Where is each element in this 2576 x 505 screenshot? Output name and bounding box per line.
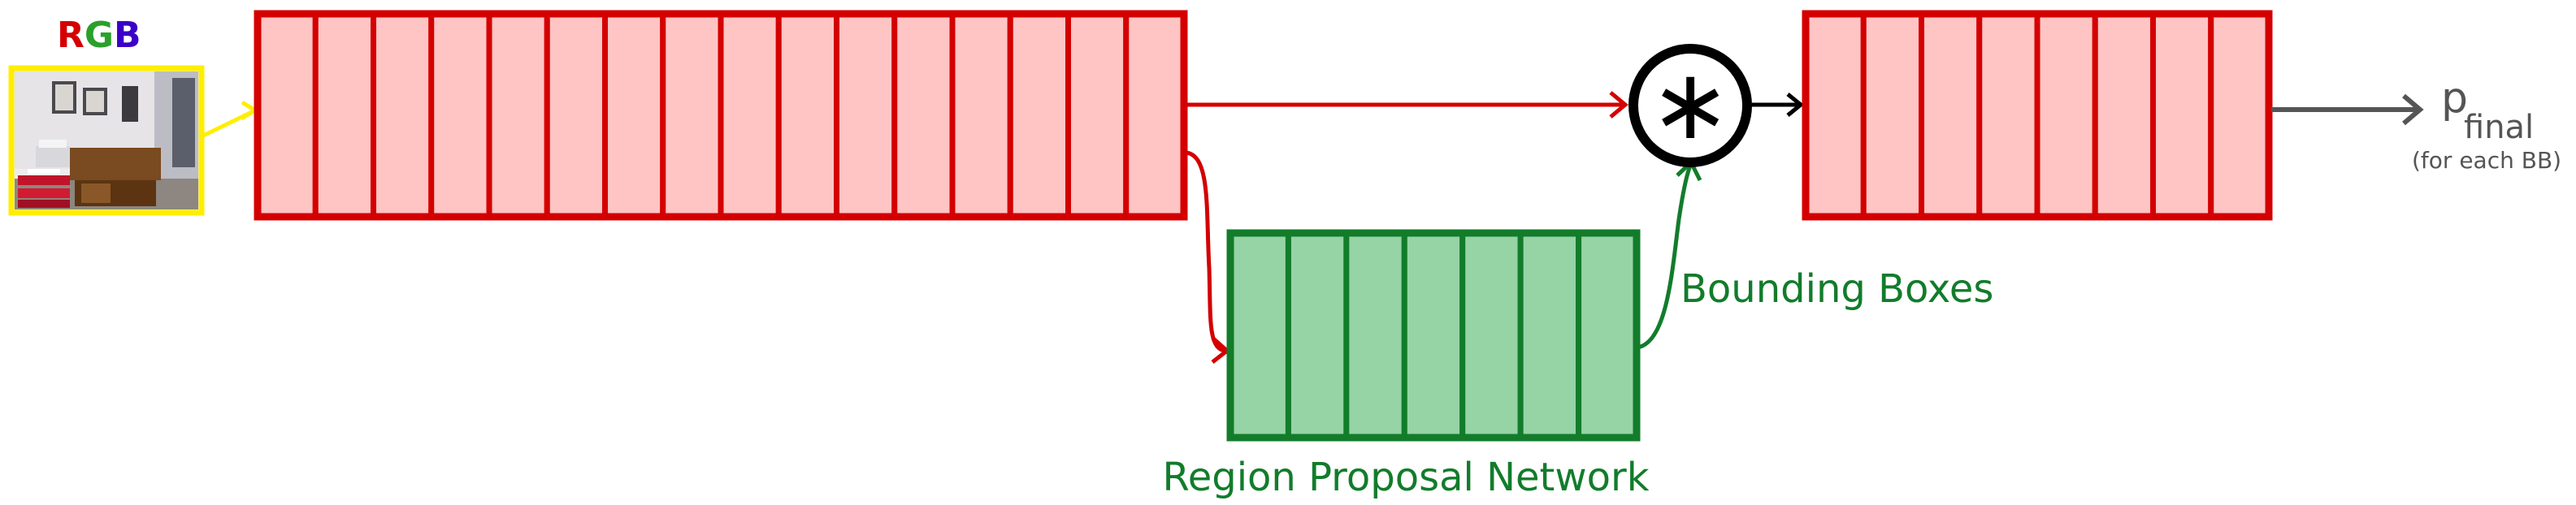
rgb-letter-g: G bbox=[85, 15, 114, 56]
head-outline bbox=[1802, 10, 2273, 221]
desk-top bbox=[70, 148, 161, 180]
wall-picture-2-inner bbox=[86, 91, 104, 112]
printer-top bbox=[39, 140, 67, 148]
head-cell bbox=[1802, 11, 1867, 220]
rpn-label: Region Proposal Network bbox=[1163, 455, 1650, 500]
head-cell bbox=[1860, 11, 1924, 220]
desk-drawer bbox=[81, 183, 111, 203]
combine-operator: ∗ bbox=[1628, 44, 1752, 167]
image-to-backbone-arrow bbox=[200, 100, 259, 139]
backbone-cell bbox=[775, 11, 839, 220]
head-cell bbox=[2034, 11, 2098, 220]
rpn-cell bbox=[1517, 230, 1582, 441]
backbone-cell bbox=[949, 11, 1013, 220]
backbone-cell bbox=[428, 11, 492, 220]
wall-picture-3 bbox=[122, 86, 138, 122]
head-cell bbox=[2092, 11, 2156, 220]
combine-circle bbox=[1628, 44, 1752, 167]
backbone-cell bbox=[718, 11, 782, 220]
backbone-cell bbox=[312, 11, 376, 220]
output-symbol: p bbox=[2441, 74, 2468, 123]
head-cell bbox=[1976, 11, 2040, 220]
backbone-to-rpn-arrow bbox=[1186, 150, 1230, 364]
combine-to-head-arrow bbox=[1752, 93, 1804, 117]
rpn-cell bbox=[1459, 230, 1524, 441]
head-block bbox=[1802, 10, 2273, 221]
output-arrow bbox=[2271, 93, 2424, 126]
rpn-cell bbox=[1343, 230, 1407, 441]
backbone-cell bbox=[1065, 11, 1130, 220]
rgb-letter-r: R bbox=[57, 15, 85, 56]
input-image bbox=[8, 65, 205, 216]
head-cell bbox=[2208, 11, 2272, 220]
backbone-cell bbox=[254, 11, 319, 220]
backbone-cell bbox=[891, 11, 956, 220]
bbox-arrow-curve bbox=[1636, 165, 1693, 350]
rpn-cell bbox=[1285, 230, 1350, 441]
red-tray-2 bbox=[18, 188, 70, 198]
rpn-cell bbox=[1401, 230, 1466, 441]
backbone-cell bbox=[1123, 11, 1187, 220]
rpn-arrow-curve bbox=[1186, 150, 1226, 353]
rpn-outline bbox=[1226, 229, 1641, 442]
wall-picture-1-inner bbox=[55, 84, 73, 110]
combine-arrow-head bbox=[1786, 93, 1804, 117]
rgb-letter-b: B bbox=[114, 15, 141, 56]
rpn-block bbox=[1226, 229, 1641, 442]
backbone-cell bbox=[544, 11, 608, 220]
paper-stack bbox=[28, 169, 60, 174]
backbone-cell bbox=[1007, 11, 1071, 220]
doorway-dark bbox=[172, 78, 195, 167]
red-tray-3 bbox=[18, 200, 70, 208]
backbone-to-combine-arrow bbox=[1186, 91, 1628, 119]
backbone-cell bbox=[602, 11, 666, 220]
backbone-outline bbox=[254, 10, 1188, 221]
main-arrow-head bbox=[1609, 91, 1628, 119]
output-note: (for each BB) bbox=[2412, 147, 2561, 174]
red-tray-1 bbox=[18, 175, 70, 185]
bounding-boxes-label: Bounding Boxes bbox=[1680, 266, 1993, 312]
backbone-cell bbox=[486, 11, 550, 220]
backbone-cell bbox=[371, 11, 435, 220]
rpn-cell bbox=[1227, 230, 1291, 441]
head-cell bbox=[2150, 11, 2214, 220]
output-arrow-head bbox=[2402, 93, 2424, 126]
head-cell bbox=[1919, 11, 1983, 220]
rpn-to-combine-arrow bbox=[1636, 158, 1702, 350]
rgb-label: RGB bbox=[57, 15, 141, 56]
output-subscript: final bbox=[2464, 109, 2534, 146]
combine-asterisk: ∗ bbox=[1650, 49, 1732, 162]
rpn-cell bbox=[1576, 230, 1640, 441]
image-arrow-head bbox=[240, 100, 259, 121]
backbone-block bbox=[254, 10, 1188, 221]
printer bbox=[36, 146, 70, 167]
backbone-cell bbox=[660, 11, 724, 220]
backbone-cell bbox=[834, 11, 898, 220]
